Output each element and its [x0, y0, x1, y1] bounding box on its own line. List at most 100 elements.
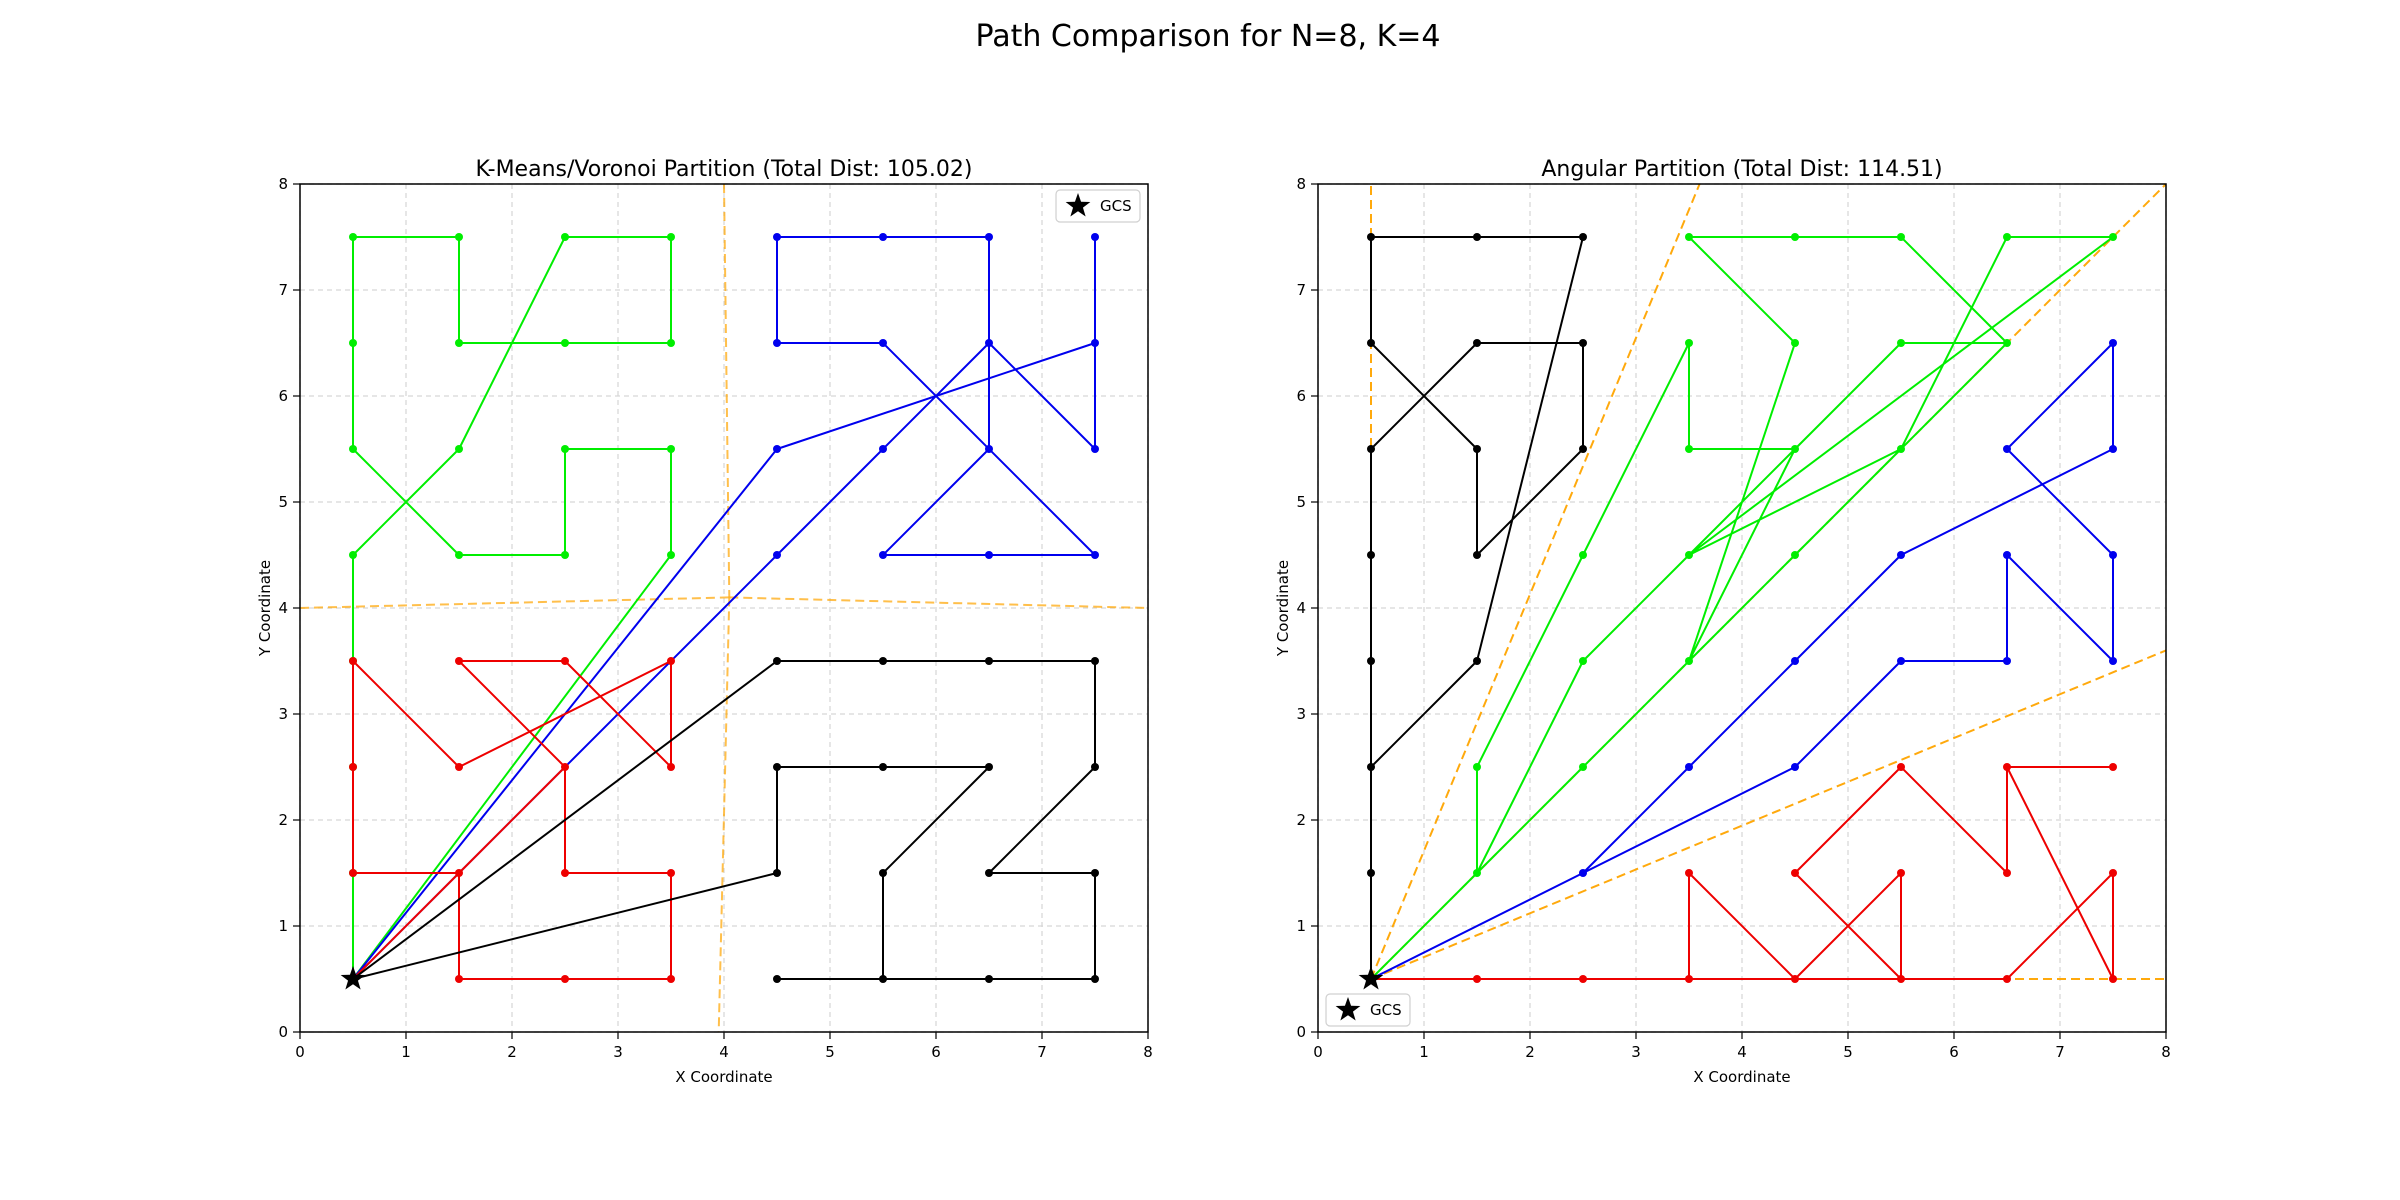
black-waypoint: [1473, 657, 1481, 665]
red-waypoint: [2003, 763, 2011, 771]
green-waypoint: [1791, 551, 1799, 559]
green-waypoint: [561, 445, 569, 453]
x-tick-label: 2: [1525, 1043, 1535, 1061]
black-waypoint: [1367, 763, 1375, 771]
green-waypoint: [2003, 339, 2011, 347]
green-waypoint: [1791, 233, 1799, 241]
axes-frame: [1317, 183, 2167, 1033]
blue-waypoint: [1091, 445, 1099, 453]
panel-title: Angular Partition (Total Dist: 114.51): [1541, 157, 1942, 182]
gcs-star-marker: [1358, 966, 1384, 990]
green-waypoint: [1685, 233, 1693, 241]
red-waypoint: [1897, 763, 1905, 771]
angular-panel: 0 1 2 3 4 5 6 7 8 0 1 2 3 4 5 6 7 8 Angular Partition (Tot…: [1274, 157, 2171, 1086]
blue-waypoint: [1091, 233, 1099, 241]
red-waypoint: [2109, 975, 2117, 983]
blue-waypoint: [773, 551, 781, 559]
green-waypoint: [1473, 869, 1481, 877]
y-tick-label: 4: [278, 599, 288, 617]
red-waypoint: [1685, 869, 1693, 877]
red-waypoint: [349, 869, 357, 877]
black-waypoint: [1091, 975, 1099, 983]
y-tick-label: 3: [278, 705, 288, 723]
green-waypoint: [1473, 763, 1481, 771]
red-waypoint: [667, 657, 675, 665]
panel-title: K-Means/Voronoi Partition (Total Dist: 1…: [476, 157, 973, 182]
green-waypoint: [2109, 233, 2117, 241]
red-waypoint: [1791, 975, 1799, 983]
x-tick-label: 3: [1631, 1043, 1641, 1061]
red-waypoint: [455, 869, 463, 877]
x-tick-label: 7: [1037, 1043, 1047, 1061]
black-waypoint: [773, 763, 781, 771]
blue-waypoint: [985, 233, 993, 241]
legend-label: GCS: [1370, 1001, 1402, 1019]
green-waypoint: [1897, 339, 1905, 347]
x-axis-label: X Coordinate: [675, 1068, 772, 1086]
red-waypoint: [1791, 869, 1799, 877]
blue-waypoint: [985, 551, 993, 559]
x-tick-label: 4: [719, 1043, 729, 1061]
red-waypoint: [1685, 975, 1693, 983]
blue-waypoint: [879, 551, 887, 559]
x-tick-label: 1: [1419, 1043, 1429, 1061]
y-axis-label: Y Coordinate: [256, 560, 274, 657]
green-waypoint: [1685, 657, 1693, 665]
partition-boundary: [300, 596, 730, 609]
green-waypoint: [455, 339, 463, 347]
black-waypoint: [1473, 339, 1481, 347]
green-waypoint: [455, 551, 463, 559]
blue-waypoint: [773, 339, 781, 347]
x-tick-label: 5: [825, 1043, 835, 1061]
blue-waypoint: [2109, 339, 2117, 347]
black-waypoint: [985, 657, 993, 665]
black-route-line: [1370, 236, 1584, 979]
legend: GCS: [1055, 189, 1141, 223]
axes-frame: [299, 183, 1149, 1033]
x-tick-label: 6: [1949, 1043, 1959, 1061]
blue-waypoint: [879, 339, 887, 347]
red-waypoint: [1579, 975, 1587, 983]
black-waypoint: [1367, 445, 1375, 453]
x-tick-label: 0: [295, 1043, 305, 1061]
y-tick-label: 1: [278, 917, 288, 935]
blue-route-line: [1370, 342, 2114, 980]
kmeans-voronoi-panel: 0 1 2 3 4 5 6 7 8 0 1 2 3 4 5 6 7 8 K-Means/Voronoi Partit…: [256, 157, 1153, 1086]
blue-waypoint: [1791, 763, 1799, 771]
x-axis-label: X Coordinate: [1693, 1068, 1790, 1086]
black-waypoint: [1367, 657, 1375, 665]
partition-boundary: [723, 184, 731, 598]
black-waypoint: [1367, 233, 1375, 241]
black-waypoint: [1579, 233, 1587, 241]
black-waypoint: [879, 763, 887, 771]
green-waypoint: [667, 445, 675, 453]
green-waypoint: [1579, 763, 1587, 771]
blue-waypoint: [773, 233, 781, 241]
blue-waypoint: [2003, 657, 2011, 665]
black-waypoint: [1579, 445, 1587, 453]
y-tick-label: 1: [1296, 917, 1306, 935]
blue-waypoint: [1091, 551, 1099, 559]
green-waypoint: [1897, 233, 1905, 241]
y-tick-label: 2: [278, 811, 288, 829]
plot-area: [1367, 184, 2166, 983]
partition-boundary: [1370, 649, 2166, 980]
black-waypoint: [773, 869, 781, 877]
x-tick-label: 4: [1737, 1043, 1747, 1061]
black-waypoint: [985, 763, 993, 771]
y-tick-label: 3: [1296, 705, 1306, 723]
y-tick-label: 7: [1296, 281, 1306, 299]
green-waypoint: [1897, 445, 1905, 453]
red-waypoint: [2109, 869, 2117, 877]
green-waypoint: [349, 551, 357, 559]
black-waypoint: [879, 975, 887, 983]
red-waypoint: [561, 869, 569, 877]
x-tick-label: 6: [931, 1043, 941, 1061]
red-waypoint: [349, 657, 357, 665]
partition-boundary: [1370, 184, 1701, 980]
red-waypoint: [2109, 763, 2117, 771]
blue-waypoint: [2109, 445, 2117, 453]
y-tick-label: 4: [1296, 599, 1306, 617]
green-waypoint: [349, 233, 357, 241]
